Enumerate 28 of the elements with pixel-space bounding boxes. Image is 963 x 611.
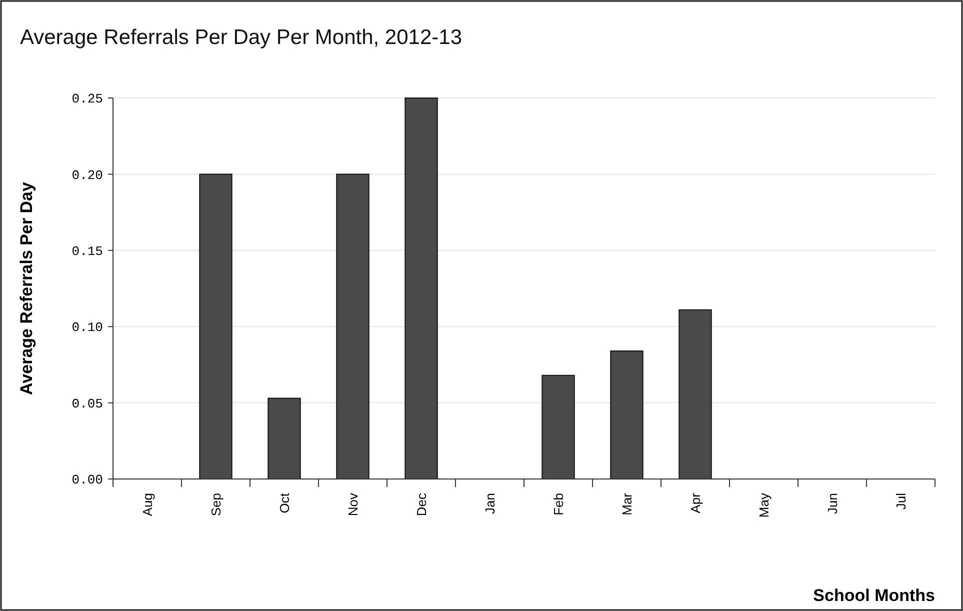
- x-tick-label: Feb: [550, 493, 566, 516]
- y-tick-label: 0.10: [72, 320, 103, 336]
- x-tick-label: Aug: [140, 493, 155, 516]
- x-tick-label: Mar: [619, 492, 634, 516]
- bar: [610, 350, 644, 480]
- bar: [268, 398, 301, 480]
- x-tick-label: Dec: [414, 492, 429, 516]
- x-tick-label: Nov: [345, 492, 360, 516]
- y-tick-label: 0.00: [72, 472, 103, 488]
- bar: [336, 174, 370, 480]
- x-tick-label: May: [756, 492, 772, 518]
- x-tick-label: Jul: [893, 492, 908, 510]
- x-tick-label: Jun: [824, 493, 840, 514]
- bar: [678, 309, 712, 480]
- y-tick-label: 0.20: [72, 168, 103, 183]
- chart-title: Average Referrals Per Day Per Month, 2012-13: [20, 26, 462, 49]
- y-axis-title: Average Referrals Per Day: [17, 181, 36, 395]
- bar: [199, 174, 232, 480]
- x-tick-label: Jan: [482, 493, 498, 514]
- bar: [542, 374, 575, 480]
- y-tick-label: 0.05: [72, 396, 103, 412]
- x-tick-label: Oct: [276, 492, 292, 514]
- y-tick-label: 0.15: [72, 244, 103, 259]
- x-tick-label: Sep: [208, 493, 224, 516]
- x-tick-label: Apr: [688, 492, 703, 514]
- x-axis-title: School Months: [813, 586, 935, 605]
- bar: [404, 98, 438, 480]
- y-tick-label: 0.25: [72, 92, 103, 107]
